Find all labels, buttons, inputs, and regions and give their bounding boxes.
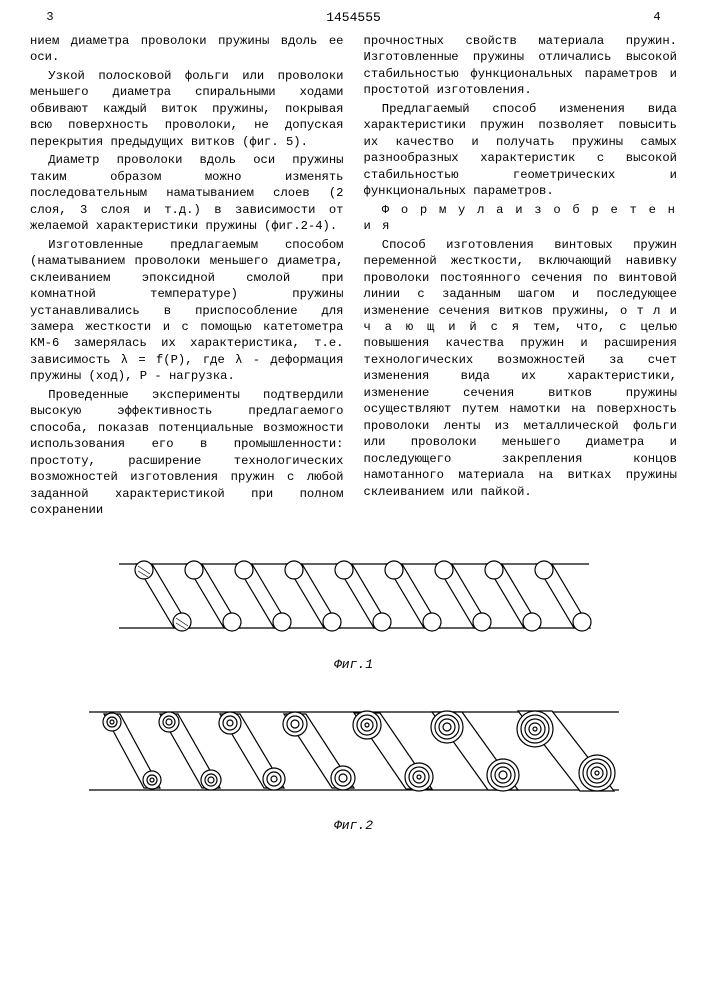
fig2-svg [74, 692, 634, 812]
left-p4: Изготовленные предлагаемым способом (нам… [30, 237, 344, 385]
left-p1: нием диаметра проволоки пружины вдоль ее… [30, 33, 344, 66]
left-p2: Узкой полосковой фольги или проволоки ме… [30, 68, 344, 150]
right-column: прочностных свойств материала пружин. Из… [364, 33, 678, 521]
figure-1: Фиг.1 [30, 546, 677, 672]
left-p3: Диаметр проволоки вдоль оси пружины таки… [30, 152, 344, 234]
right-p1: прочностных свойств материала пружин. Из… [364, 33, 678, 99]
left-column: нием диаметра проволоки пружины вдоль ее… [30, 33, 344, 521]
figures-block: Фиг.1 [30, 546, 677, 833]
fig2-caption: Фиг.2 [30, 818, 677, 833]
left-p5: Проведенные эксперименты подтвердили выс… [30, 387, 344, 519]
page-number-right: 4 [637, 10, 677, 25]
right-p2: Предлагаемый способ изменения вида харак… [364, 101, 678, 200]
fig1-svg [94, 546, 614, 651]
formula-title: Ф о р м у л а и з о б р е т е н и я [364, 202, 678, 235]
document-number: 1454555 [70, 10, 637, 25]
page-number-left: 3 [30, 10, 70, 25]
right-p3: Способ изготовления винтовых пружин пере… [364, 237, 678, 501]
fig1-caption: Фиг.1 [30, 657, 677, 672]
figure-2: Фиг.2 [30, 692, 677, 833]
